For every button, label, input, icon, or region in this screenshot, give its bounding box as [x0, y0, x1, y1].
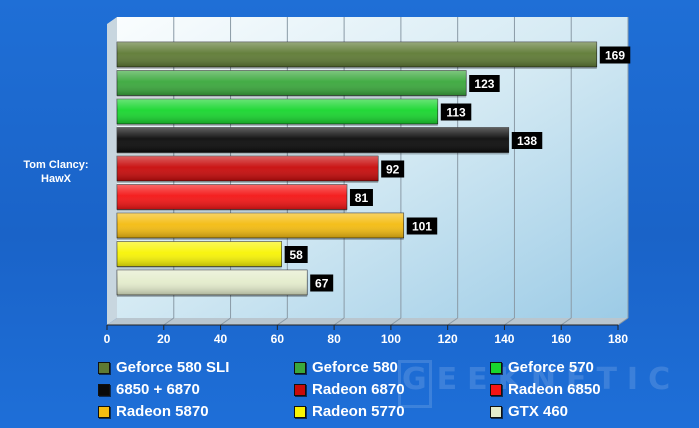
- x-tick-label: 160: [551, 332, 571, 346]
- legend-swatch: [294, 405, 306, 418]
- gridline-floor: [220, 317, 231, 326]
- legend-item: GTX 460: [490, 403, 568, 420]
- bar-geforce-580: [116, 70, 467, 98]
- legend-swatch: [98, 361, 110, 374]
- legend-label: Geforce 570: [508, 359, 594, 376]
- legend-item: Geforce 580 SLI: [98, 359, 229, 376]
- bars: [116, 41, 598, 297]
- category-label-line1: Tom Clancy:: [23, 159, 88, 171]
- x-tick-label: 140: [494, 332, 514, 346]
- legend-item: Radeon 6870: [294, 381, 405, 398]
- bar-highlight: [117, 156, 379, 181]
- gridline-floor: [163, 317, 175, 326]
- x-tick-label: 180: [608, 332, 628, 346]
- data-labels: 169 123 113 138 92 81 101 58 67: [284, 46, 631, 292]
- data-label-box: [406, 217, 438, 235]
- legend-label: 6850 + 6870: [116, 381, 200, 398]
- bar-highlight: [117, 270, 308, 295]
- x-tick-label: 60: [271, 332, 285, 346]
- bar-highlight: [117, 99, 438, 124]
- bar-gtx-460: [116, 269, 308, 297]
- gridline-floor: [504, 317, 515, 326]
- legend-swatch: [294, 383, 306, 396]
- bar-highlight: [117, 241, 282, 267]
- legend-label: Radeon 6870: [312, 381, 405, 398]
- legend-label: Geforce 580: [312, 359, 398, 376]
- legend-swatch: [490, 383, 502, 396]
- bar-radeon-6870: [116, 155, 379, 183]
- gridline-floor: [560, 317, 572, 326]
- data-label: 67: [315, 277, 329, 291]
- bar-radeon-5770: [116, 241, 282, 269]
- data-label-box: [440, 103, 472, 121]
- watermark-frame: [398, 360, 432, 408]
- bar-radeon-6850: [116, 184, 348, 212]
- x-tick-label: 80: [327, 332, 341, 346]
- data-label: 113: [446, 106, 466, 120]
- data-label: 169: [605, 49, 625, 63]
- bar-highlight: [117, 213, 404, 238]
- legend-swatch: [98, 405, 110, 418]
- x-tick-label: 20: [157, 332, 171, 346]
- bar-highlight: [117, 42, 597, 67]
- bar-highlight: [117, 184, 347, 210]
- legend-label: Radeon 5770: [312, 403, 405, 420]
- legend-swatch: [490, 361, 502, 374]
- legend-label: Radeon 6850: [508, 381, 601, 398]
- plot-floor: [107, 318, 628, 325]
- data-label: 138: [517, 134, 537, 148]
- data-label: 81: [355, 191, 369, 205]
- legend-label: Geforce 580 SLI: [116, 359, 230, 376]
- data-label-box: [310, 274, 334, 292]
- legend-item: Radeon 5870: [98, 403, 209, 420]
- x-tick-label: 0: [104, 332, 111, 346]
- data-label-box: [599, 46, 631, 64]
- bar-highlight: [117, 127, 509, 153]
- data-label-box: [381, 160, 405, 178]
- x-tick-label: 100: [381, 332, 401, 346]
- legend-swatch: [294, 361, 306, 374]
- legend-label: Radeon 5870: [116, 403, 209, 420]
- x-axis-ticks: 0 20 40 60 80 100 120 140 160 180: [104, 325, 628, 346]
- data-label-box: [284, 246, 308, 263]
- gridline-floor: [333, 317, 345, 326]
- bar-highlight: [117, 70, 467, 96]
- data-label-box: [469, 75, 500, 92]
- data-label-box: [511, 132, 543, 149]
- bar-radeon-5870: [116, 212, 405, 240]
- legend-item: 6850 + 6870: [98, 381, 200, 398]
- bar-geforce-580-sli: [116, 41, 598, 69]
- legend-item: Geforce 580: [294, 359, 398, 376]
- legend-swatch: [98, 383, 110, 396]
- gridline-floor: [617, 317, 629, 326]
- x-tick-label: 40: [214, 332, 228, 346]
- data-label: 123: [474, 77, 494, 91]
- legend-item: Radeon 6850: [490, 381, 601, 398]
- gridline-floor: [277, 317, 288, 326]
- bar-geforce-570: [116, 98, 439, 126]
- data-label: 101: [412, 220, 432, 234]
- bar-6850-6870: [116, 127, 510, 155]
- x-tick-label: 120: [438, 332, 458, 346]
- gridline-floor: [447, 317, 458, 326]
- legend-item: Radeon 5770: [294, 403, 405, 420]
- category-label-line2: HawX: [41, 173, 72, 185]
- legend-label: GTX 460: [508, 403, 569, 420]
- gridline-floor: [390, 317, 402, 326]
- data-label: 92: [386, 163, 400, 177]
- watermark: GEEKNETIC: [402, 362, 681, 397]
- data-label: 58: [289, 248, 303, 262]
- legend-swatch: [490, 405, 502, 418]
- plot-left-wall: [107, 17, 117, 325]
- legend-item: Geforce 570: [490, 359, 594, 376]
- data-label-box: [349, 189, 373, 206]
